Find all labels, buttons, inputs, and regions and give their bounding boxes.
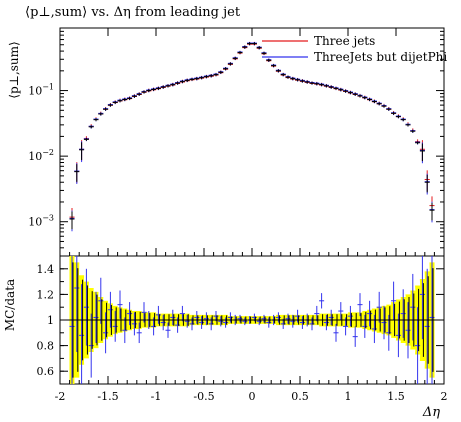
ratio-ylabel: MC/data: [3, 279, 17, 331]
xtick-label-7: 1.5: [387, 390, 405, 403]
main-y-ticks: 10−3 10−2 10−1: [28, 27, 444, 257]
ratio-ytick-label-3: 1.2: [37, 288, 55, 301]
ratio-data-marks: [69, 256, 435, 384]
main-ylabel: ⟨p⊥,sum⟩: [7, 41, 21, 98]
main-plot-frame: [59, 27, 445, 257]
legend: Three jets ThreeJets but dijetPhi: [262, 34, 447, 64]
legend-label-threejets-dijetphi: ThreeJets but dijetPhi: [314, 50, 447, 64]
xtick-label-6: 1: [345, 390, 352, 403]
xtick-label-8: 2: [441, 390, 448, 403]
main-ytick-label-2: 10−1: [28, 83, 54, 98]
x-axis-label: Δη: [422, 405, 440, 420]
main-ytick-label-1: 10−2: [28, 148, 54, 163]
x-ticks: -2 -1.5 -1 -0.5 0 0.5 1 1.5 2: [55, 28, 448, 403]
ratio-ytick-label-2: 1: [47, 314, 54, 327]
ratio-ytick-label-4: 1.4: [37, 263, 55, 276]
xtick-label-1: -1.5: [97, 390, 118, 403]
xtick-label-5: 0.5: [291, 390, 309, 403]
ratio-y-ticks: 0.6 0.8 1 1.2 1.4: [37, 255, 444, 385]
legend-label-three-jets: Three jets: [314, 34, 375, 48]
ratio-panel: 0.6 0.8 1 1.2 1.4 -2 -1.5 -1 -0.5 0 0.5 1 1.5 2 MC/d…: [3, 28, 448, 420]
xtick-label-0: -2: [55, 390, 66, 403]
main-title: ⟨p⊥,sum⟩ vs. Δη from leading jet: [25, 5, 241, 20]
xtick-label-3: -0.5: [193, 390, 214, 403]
main-data-marks: [69, 41, 435, 232]
main-panel: ⟨p⊥,sum⟩ vs. Δη from leading jet ⟨p⊥,sum…: [7, 5, 447, 257]
ratio-ytick-label-1: 0.8: [37, 340, 55, 353]
main-ytick-label-0: 10−3: [28, 214, 54, 229]
xtick-label-2: -1: [151, 390, 162, 403]
ratio-ytick-label-0: 0.6: [37, 365, 55, 378]
xtick-label-4: 0: [249, 390, 256, 403]
